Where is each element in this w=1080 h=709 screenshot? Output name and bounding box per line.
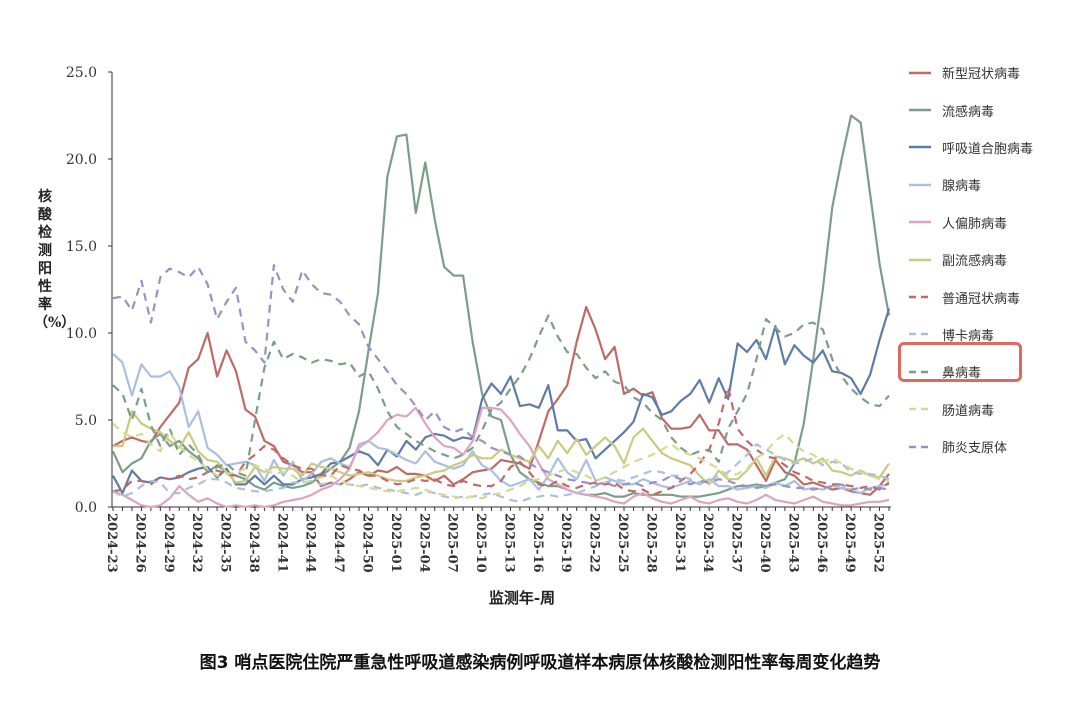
legend-swatch xyxy=(909,370,931,374)
x-axis-label-text: 监测年-周 xyxy=(488,589,556,607)
x-tick-label: 2025-13 xyxy=(501,513,516,573)
legend-item: 肺炎支原体 xyxy=(908,428,1033,465)
x-tick-label: 2024-23 xyxy=(104,513,119,573)
x-axis-label: 监测年-周 xyxy=(0,587,1080,608)
legend-item: 流感病毒 xyxy=(908,91,1033,128)
series-line-0 xyxy=(112,305,890,496)
legend-swatch xyxy=(909,258,931,261)
series-line-7 xyxy=(112,443,890,503)
x-tick-label: 2025-10 xyxy=(473,513,488,573)
series-line-8 xyxy=(112,314,890,477)
x-tick-label: 2024-44 xyxy=(303,513,318,573)
x-tick-label: 2024-38 xyxy=(246,513,261,573)
x-tick-label: 2025-34 xyxy=(700,513,715,573)
x-tick-label: 2025-49 xyxy=(842,513,857,573)
legend-swatch xyxy=(909,333,931,336)
series-line-9 xyxy=(112,422,890,500)
legend-swatch xyxy=(909,146,931,149)
x-tick-label: 2025-25 xyxy=(615,513,630,573)
x-tick-label: 2025-16 xyxy=(530,513,545,573)
legend-item: 腺病毒 xyxy=(908,166,1033,203)
legend-item: 人偏肺病毒 xyxy=(908,204,1033,241)
x-tick-label: 2024-41 xyxy=(274,513,289,573)
legend-item: 副流感病毒 xyxy=(908,241,1033,278)
legend-swatch xyxy=(909,445,931,448)
x-tick-label: 2025-04 xyxy=(416,513,431,573)
legend-label: 肺炎支原体 xyxy=(942,441,1008,457)
x-tick-label: 2024-47 xyxy=(331,513,346,573)
legend-item: 鼻病毒 xyxy=(908,353,1033,390)
series-line-6 xyxy=(112,385,890,496)
legend: 新型冠状病毒 流感病毒呼吸道合胞病毒 腺病毒人偏肺病毒副流感病毒普通冠状病毒 博卡病毒… xyxy=(898,54,1033,465)
x-tick-label: 2025-37 xyxy=(729,513,744,573)
x-tick-label: 2025-43 xyxy=(785,513,800,573)
legend-label: 腺病毒 xyxy=(942,179,982,195)
legend-swatch xyxy=(909,408,931,411)
y-tick-label: 0.0 xyxy=(75,500,97,516)
y-tick-label: 15.0 xyxy=(66,239,97,255)
legend-swatch xyxy=(909,221,931,224)
x-tick-label: 2025-31 xyxy=(672,513,687,573)
x-tick-label: 2025-07 xyxy=(445,513,460,573)
legend-label: 流感病毒 xyxy=(942,104,995,120)
legend-label: 肠道病毒 xyxy=(942,403,995,419)
series-line-1 xyxy=(111,114,891,498)
legend-label: 新型冠状病毒 xyxy=(942,67,1021,83)
y-tick-label: 25.0 xyxy=(66,65,97,81)
series-line-4 xyxy=(112,406,890,509)
series-line-5 xyxy=(113,410,890,486)
legend-label: 鼻病毒 xyxy=(942,366,982,382)
legend-label: 普通冠状病毒 xyxy=(942,291,1021,307)
legend-label: 呼吸道合胞病毒 xyxy=(942,141,1034,157)
x-tick-label: 2025-46 xyxy=(814,513,829,573)
legend-label: 副流感病毒 xyxy=(942,254,1008,270)
figure-caption: 图3 哨点医院住院严重急性呼吸道感染病例呼吸道样本病原体核酸检测阳性率每周变化趋… xyxy=(199,653,881,673)
legend-label: 人偏肺病毒 xyxy=(942,216,1008,232)
legend-swatch xyxy=(909,295,931,299)
x-tick-label: 2024-50 xyxy=(360,513,375,573)
series-line-10 xyxy=(112,264,890,491)
legend-item: 新型冠状病毒 xyxy=(908,54,1033,91)
x-tick-label: 2024-35 xyxy=(218,513,233,573)
legend-highlight-box xyxy=(898,342,1022,382)
x-tick-label: 2024-29 xyxy=(161,513,176,573)
x-tick-label: 2025-01 xyxy=(388,513,403,573)
x-tick-label: 2025-19 xyxy=(558,513,573,573)
x-tick-label: 2024-32 xyxy=(189,513,204,573)
legend-item: 呼吸道合胞病毒 xyxy=(908,129,1033,166)
y-tick-label: 5.0 xyxy=(75,413,97,429)
x-tick-label: 2024-26 xyxy=(132,513,147,573)
legend-swatch xyxy=(909,183,931,187)
y-tick-label: 20.0 xyxy=(66,152,97,168)
legend-swatch xyxy=(909,108,931,112)
legend-item: 肠道病毒 xyxy=(908,391,1033,428)
legend-item: 普通冠状病毒 xyxy=(908,278,1033,315)
y-tick-label: 10.0 xyxy=(66,326,97,342)
legend-swatch xyxy=(909,71,931,74)
x-tick-label: 2025-28 xyxy=(643,513,658,573)
x-tick-label: 2025-22 xyxy=(587,513,602,573)
x-tick-label: 2025-40 xyxy=(757,513,772,573)
x-tick-label: 2025-52 xyxy=(871,513,886,573)
y-axis-label: 核酸检测阳性率（%） xyxy=(34,189,76,331)
legend-item: 博卡病毒 xyxy=(908,316,1033,353)
legend-label: 博卡病毒 xyxy=(942,328,995,344)
